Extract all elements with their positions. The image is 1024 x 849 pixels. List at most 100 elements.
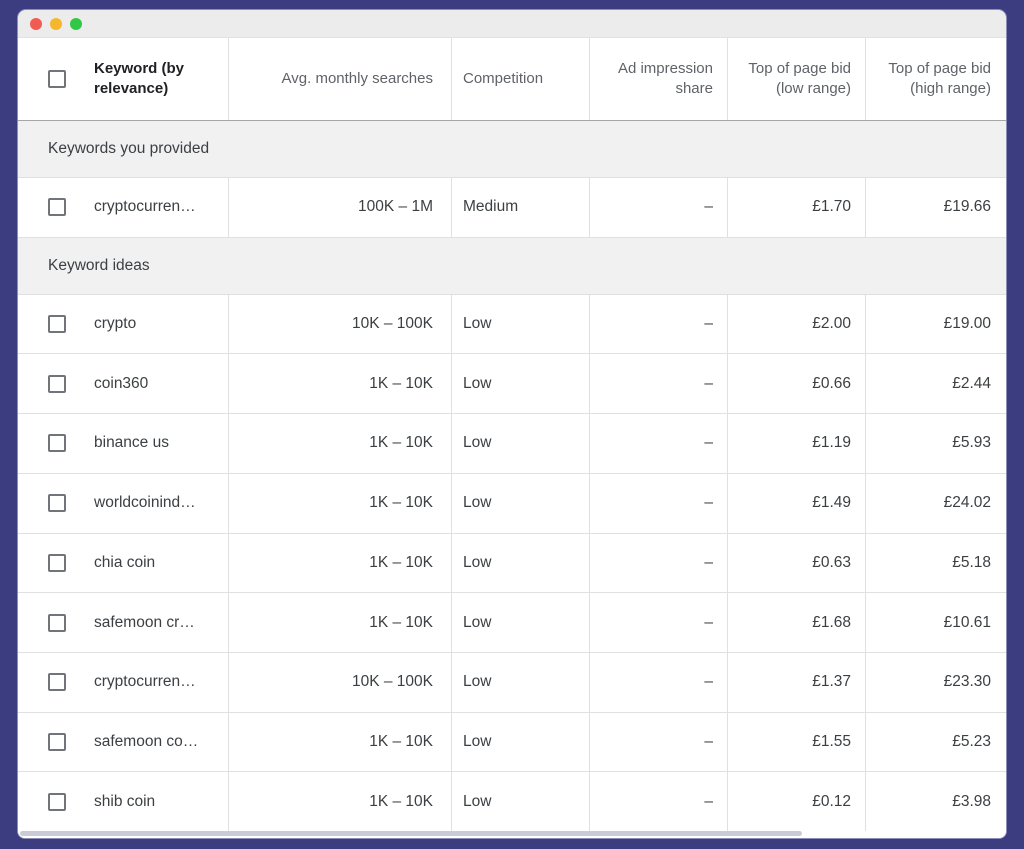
minimize-button[interactable]	[50, 17, 62, 30]
competition-cell: Medium	[451, 178, 589, 237]
select-all-checkbox[interactable]	[48, 70, 66, 88]
header-cell-keyword: Keyword (by relevance)	[18, 38, 228, 120]
table-row[interactable]: worldcoinind… 1K – 10K Low – £1.49 £24.0…	[18, 473, 1006, 534]
column-header-top-of-page-bid-low[interactable]: Top of page bid (low range)	[727, 38, 865, 120]
bid-low-cell: £1.68	[727, 593, 865, 652]
bid-high-cell: £10.61	[865, 593, 1006, 652]
section-label: Keyword ideas	[48, 256, 150, 274]
table-row[interactable]: cryptocurren… 100K – 1M Medium – £1.70 £…	[18, 178, 1006, 238]
ad-impression-share-cell: –	[589, 354, 727, 414]
row-checkbox[interactable]	[48, 792, 66, 811]
keyword-cell-container: cryptocurren…	[18, 653, 228, 712]
ad-impression-share-cell: –	[589, 473, 727, 533]
bid-high-cell: £2.44	[865, 354, 1006, 414]
horizontal-scrollbar[interactable]	[18, 831, 1006, 838]
keyword-cell-container: binance us	[18, 414, 228, 473]
section-header-row: Keywords you provided	[18, 121, 1006, 178]
table-row[interactable]: safemoon cr… 1K – 10K Low – £1.68 £10.61	[18, 593, 1006, 653]
keyword-cell: cryptocurren…	[94, 673, 196, 691]
ad-impression-share-cell: –	[589, 712, 727, 772]
keyword-cell-container: chia coin	[18, 534, 228, 593]
column-header-avg-monthly-searches[interactable]: Avg. monthly searches	[228, 38, 451, 120]
table-body: Keywords you provided cryptocurren… 100K…	[18, 121, 1006, 832]
zoom-button[interactable]	[70, 17, 82, 30]
competition-cell: Low	[451, 294, 589, 354]
table-row[interactable]: crypto 10K – 100K Low – £2.00 £19.00	[18, 294, 1006, 355]
bid-high-cell: £3.98	[865, 772, 1006, 832]
bid-high-cell: £5.93	[865, 414, 1006, 473]
ad-impression-share-cell: –	[589, 593, 727, 652]
keyword-cell-container: worldcoinind…	[18, 474, 228, 533]
avg-monthly-searches-cell: 1K – 10K	[228, 354, 451, 414]
keyword-results-table: Keyword (by relevance) Avg. monthly sear…	[18, 38, 1006, 832]
table-row[interactable]: shib coin 1K – 10K Low – £0.12 £3.98	[18, 772, 1006, 832]
table-header-row: Keyword (by relevance) Avg. monthly sear…	[18, 38, 1006, 121]
avg-monthly-searches-cell: 1K – 10K	[228, 772, 451, 832]
row-checkbox[interactable]	[48, 434, 66, 453]
bid-low-cell: £1.19	[727, 414, 865, 473]
bid-high-cell: £23.30	[865, 652, 1006, 712]
table-row[interactable]: binance us 1K – 10K Low – £1.19 £5.93	[18, 414, 1006, 474]
row-checkbox[interactable]	[48, 315, 66, 334]
keyword-cell: cryptocurren…	[94, 198, 196, 216]
table-row[interactable]: safemoon co… 1K – 10K Low – £1.55 £5.23	[18, 712, 1006, 773]
row-checkbox[interactable]	[48, 732, 66, 751]
ad-impression-share-cell: –	[589, 178, 727, 237]
row-checkbox[interactable]	[48, 673, 66, 692]
keyword-cell-container: safemoon cr…	[18, 593, 228, 652]
section-header-row: Keyword ideas	[18, 237, 1006, 295]
horizontal-scrollbar-thumb[interactable]	[20, 831, 802, 836]
table-row[interactable]: chia coin 1K – 10K Low – £0.63 £5.18	[18, 533, 1006, 594]
bid-high-cell: £5.23	[865, 712, 1006, 772]
table-row[interactable]: coin360 1K – 10K Low – £0.66 £2.44	[18, 354, 1006, 415]
keyword-cell-container: safemoon co…	[18, 713, 228, 772]
avg-monthly-searches-cell: 10K – 100K	[228, 294, 451, 354]
bid-low-cell: £0.66	[727, 354, 865, 414]
keyword-cell: safemoon cr…	[94, 613, 195, 631]
row-checkbox[interactable]	[48, 494, 66, 513]
column-header-competition[interactable]: Competition	[451, 38, 589, 120]
bid-high-cell: £19.00	[865, 294, 1006, 354]
row-checkbox[interactable]	[48, 198, 66, 217]
ad-impression-share-cell: –	[589, 294, 727, 354]
row-checkbox[interactable]	[48, 613, 66, 632]
bid-low-cell: £0.63	[727, 533, 865, 593]
keyword-cell: coin360	[94, 374, 149, 392]
competition-cell: Low	[451, 772, 589, 832]
keyword-cell-container: shib coin	[18, 772, 228, 831]
avg-monthly-searches-cell: 100K – 1M	[228, 178, 451, 237]
competition-cell: Low	[451, 712, 589, 772]
column-header-ad-impression-share[interactable]: Ad impression share	[589, 38, 727, 120]
bid-low-cell: £1.70	[727, 178, 865, 237]
bid-low-cell: £0.12	[727, 772, 865, 832]
ad-impression-share-cell: –	[589, 533, 727, 593]
avg-monthly-searches-cell: 10K – 100K	[228, 652, 451, 712]
bid-low-cell: £1.37	[727, 652, 865, 712]
bid-low-cell: £1.55	[727, 712, 865, 772]
avg-monthly-searches-cell: 1K – 10K	[228, 593, 451, 652]
keyword-cell: binance us	[94, 434, 169, 452]
bid-high-cell: £19.66	[865, 178, 1006, 237]
keyword-cell-container: coin360	[18, 354, 228, 413]
keyword-cell: crypto	[94, 315, 137, 333]
column-header-keyword[interactable]: Keyword (by relevance)	[94, 60, 185, 97]
keyword-cell: safemoon co…	[94, 732, 199, 750]
keyword-cell: chia coin	[94, 553, 156, 571]
table-row[interactable]: cryptocurren… 10K – 100K Low – £1.37 £23…	[18, 652, 1006, 713]
window-titlebar	[18, 10, 1006, 38]
avg-monthly-searches-cell: 1K – 10K	[228, 414, 451, 473]
competition-cell: Low	[451, 593, 589, 652]
ad-impression-share-cell: –	[589, 772, 727, 832]
row-checkbox[interactable]	[48, 374, 66, 393]
bid-low-cell: £1.49	[727, 473, 865, 533]
app-window: Keyword (by relevance) Avg. monthly sear…	[18, 10, 1006, 838]
column-header-top-of-page-bid-high[interactable]: Top of page bid (high range)	[865, 38, 1006, 120]
close-button[interactable]	[30, 17, 42, 30]
keyword-cell-container: cryptocurren…	[18, 178, 228, 237]
keyword-cell: shib coin	[94, 792, 156, 810]
keyword-cell: worldcoinind…	[94, 494, 196, 512]
ad-impression-share-cell: –	[589, 414, 727, 473]
row-checkbox[interactable]	[48, 553, 66, 572]
competition-cell: Low	[451, 354, 589, 414]
ad-impression-share-cell: –	[589, 652, 727, 712]
